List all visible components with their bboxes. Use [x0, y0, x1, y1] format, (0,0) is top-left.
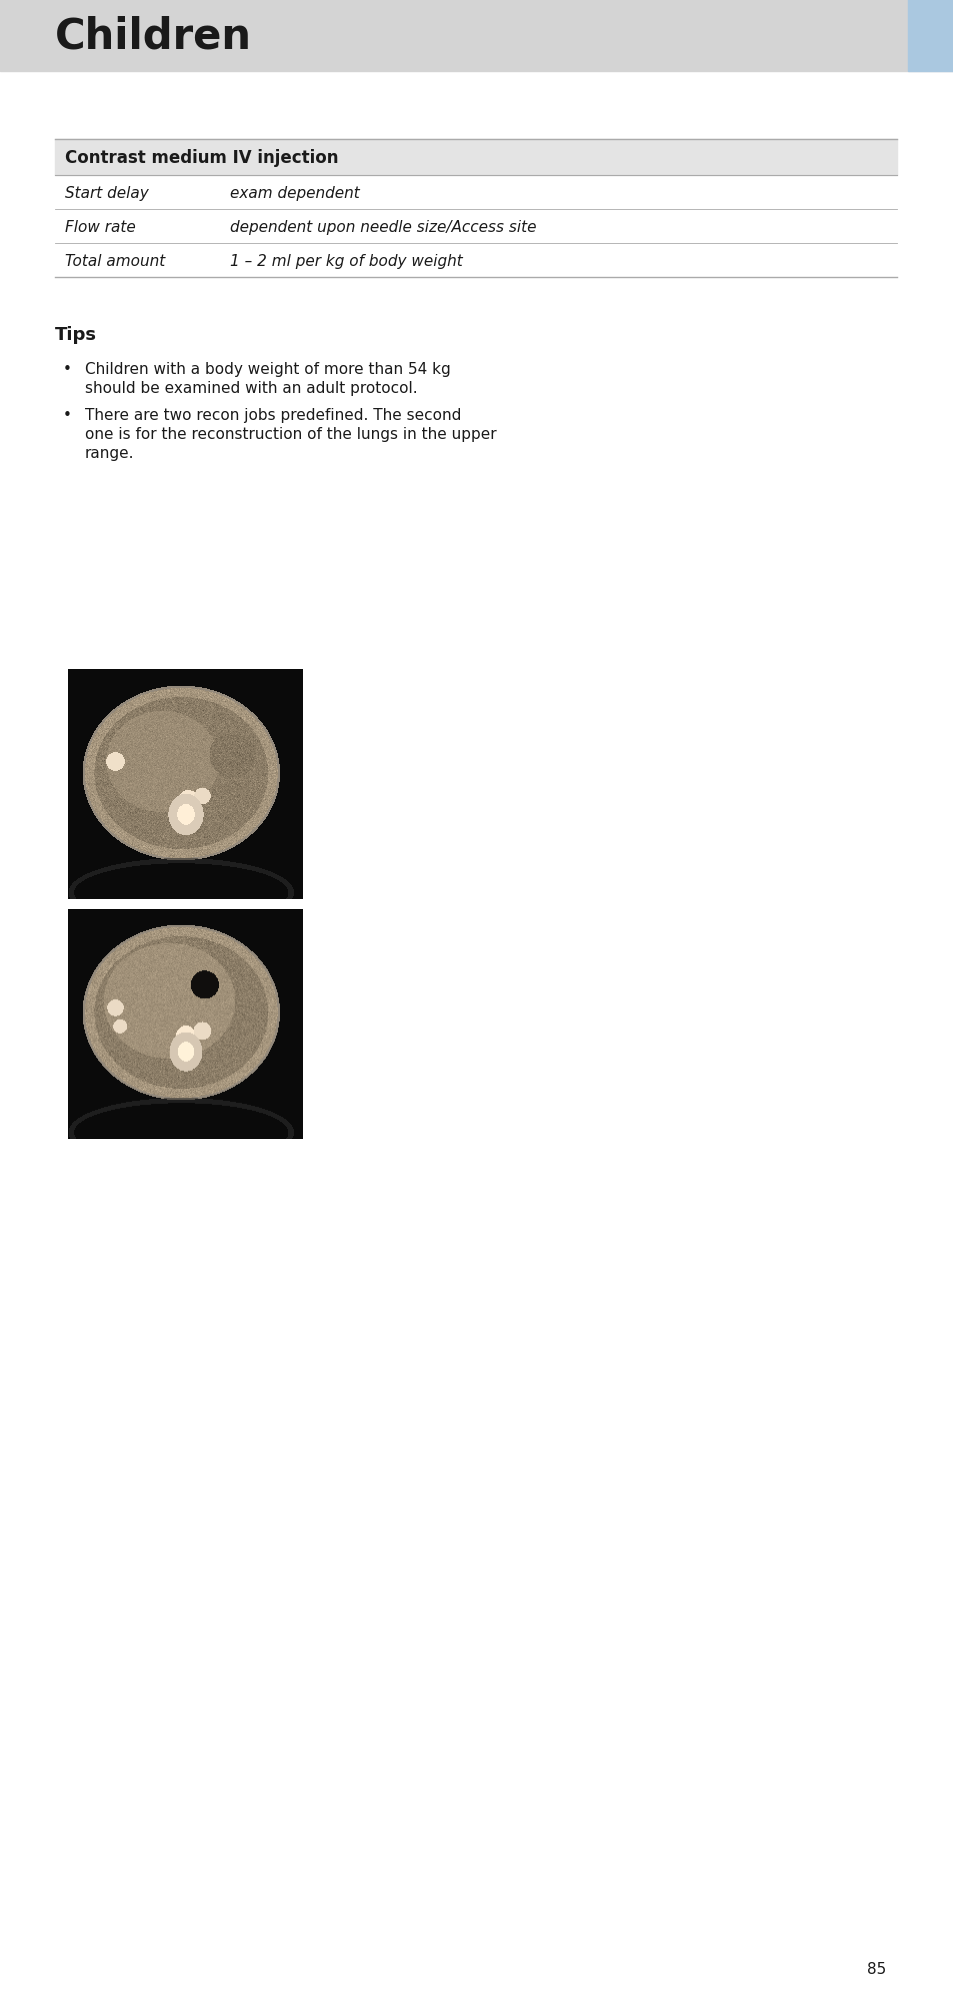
Bar	[55, 140, 896, 176]
Text: 85: 85	[866, 1961, 885, 1977]
Text: Children with a body weight of more than 54 kg: Children with a body weight of more than…	[85, 361, 450, 377]
Text: one is for the reconstruction of the lungs in the upper: one is for the reconstruction of the lun…	[85, 427, 497, 441]
Text: There are two recon jobs predefined. The second: There are two recon jobs predefined. The…	[85, 407, 461, 423]
Text: Start delay: Start delay	[65, 184, 149, 201]
Text: Flow rate: Flow rate	[65, 219, 135, 235]
Text: •: •	[63, 407, 71, 423]
Text: range.: range.	[85, 445, 134, 461]
Bar	[907, 0, 953, 72]
Text: exam dependent: exam dependent	[230, 184, 359, 201]
Text: Tips: Tips	[55, 327, 97, 343]
Text: Contrast medium IV injection: Contrast medium IV injection	[65, 148, 338, 166]
Text: 1 – 2 ml per kg of body weight: 1 – 2 ml per kg of body weight	[230, 253, 462, 269]
Text: dependent upon needle size/Access site: dependent upon needle size/Access site	[230, 219, 536, 235]
Bar	[0, 0, 953, 72]
Text: Total amount: Total amount	[65, 253, 165, 269]
Text: •: •	[63, 361, 71, 377]
Text: should be examined with an adult protocol.: should be examined with an adult protoco…	[85, 381, 417, 395]
Text: Children: Children	[55, 14, 252, 56]
